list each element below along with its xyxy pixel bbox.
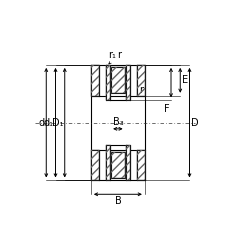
- Bar: [105, 145, 110, 180]
- Bar: [110, 152, 124, 178]
- Bar: [105, 145, 110, 180]
- Text: D₁: D₁: [52, 118, 63, 128]
- Bar: [90, 65, 98, 96]
- Text: r: r: [139, 85, 143, 95]
- Text: B: B: [114, 196, 121, 206]
- Text: d: d: [38, 118, 44, 128]
- Bar: [125, 145, 130, 180]
- Bar: [110, 67, 124, 93]
- Text: D: D: [190, 118, 198, 128]
- Bar: [136, 150, 144, 180]
- Bar: [125, 65, 130, 100]
- Bar: [136, 150, 144, 180]
- Bar: [125, 145, 130, 180]
- Bar: [105, 65, 110, 100]
- Bar: [90, 65, 98, 96]
- Bar: [125, 65, 130, 100]
- Bar: [136, 65, 144, 96]
- Text: E: E: [181, 75, 187, 85]
- Text: B₃: B₃: [113, 116, 123, 127]
- Bar: [105, 65, 110, 100]
- Bar: [136, 65, 144, 96]
- Bar: [110, 152, 124, 178]
- Text: F: F: [163, 104, 169, 114]
- Text: r₁: r₁: [107, 50, 115, 60]
- Text: d₁: d₁: [44, 118, 54, 128]
- Text: r: r: [117, 50, 121, 60]
- Bar: [90, 150, 98, 180]
- Bar: [110, 67, 124, 93]
- Bar: [90, 150, 98, 180]
